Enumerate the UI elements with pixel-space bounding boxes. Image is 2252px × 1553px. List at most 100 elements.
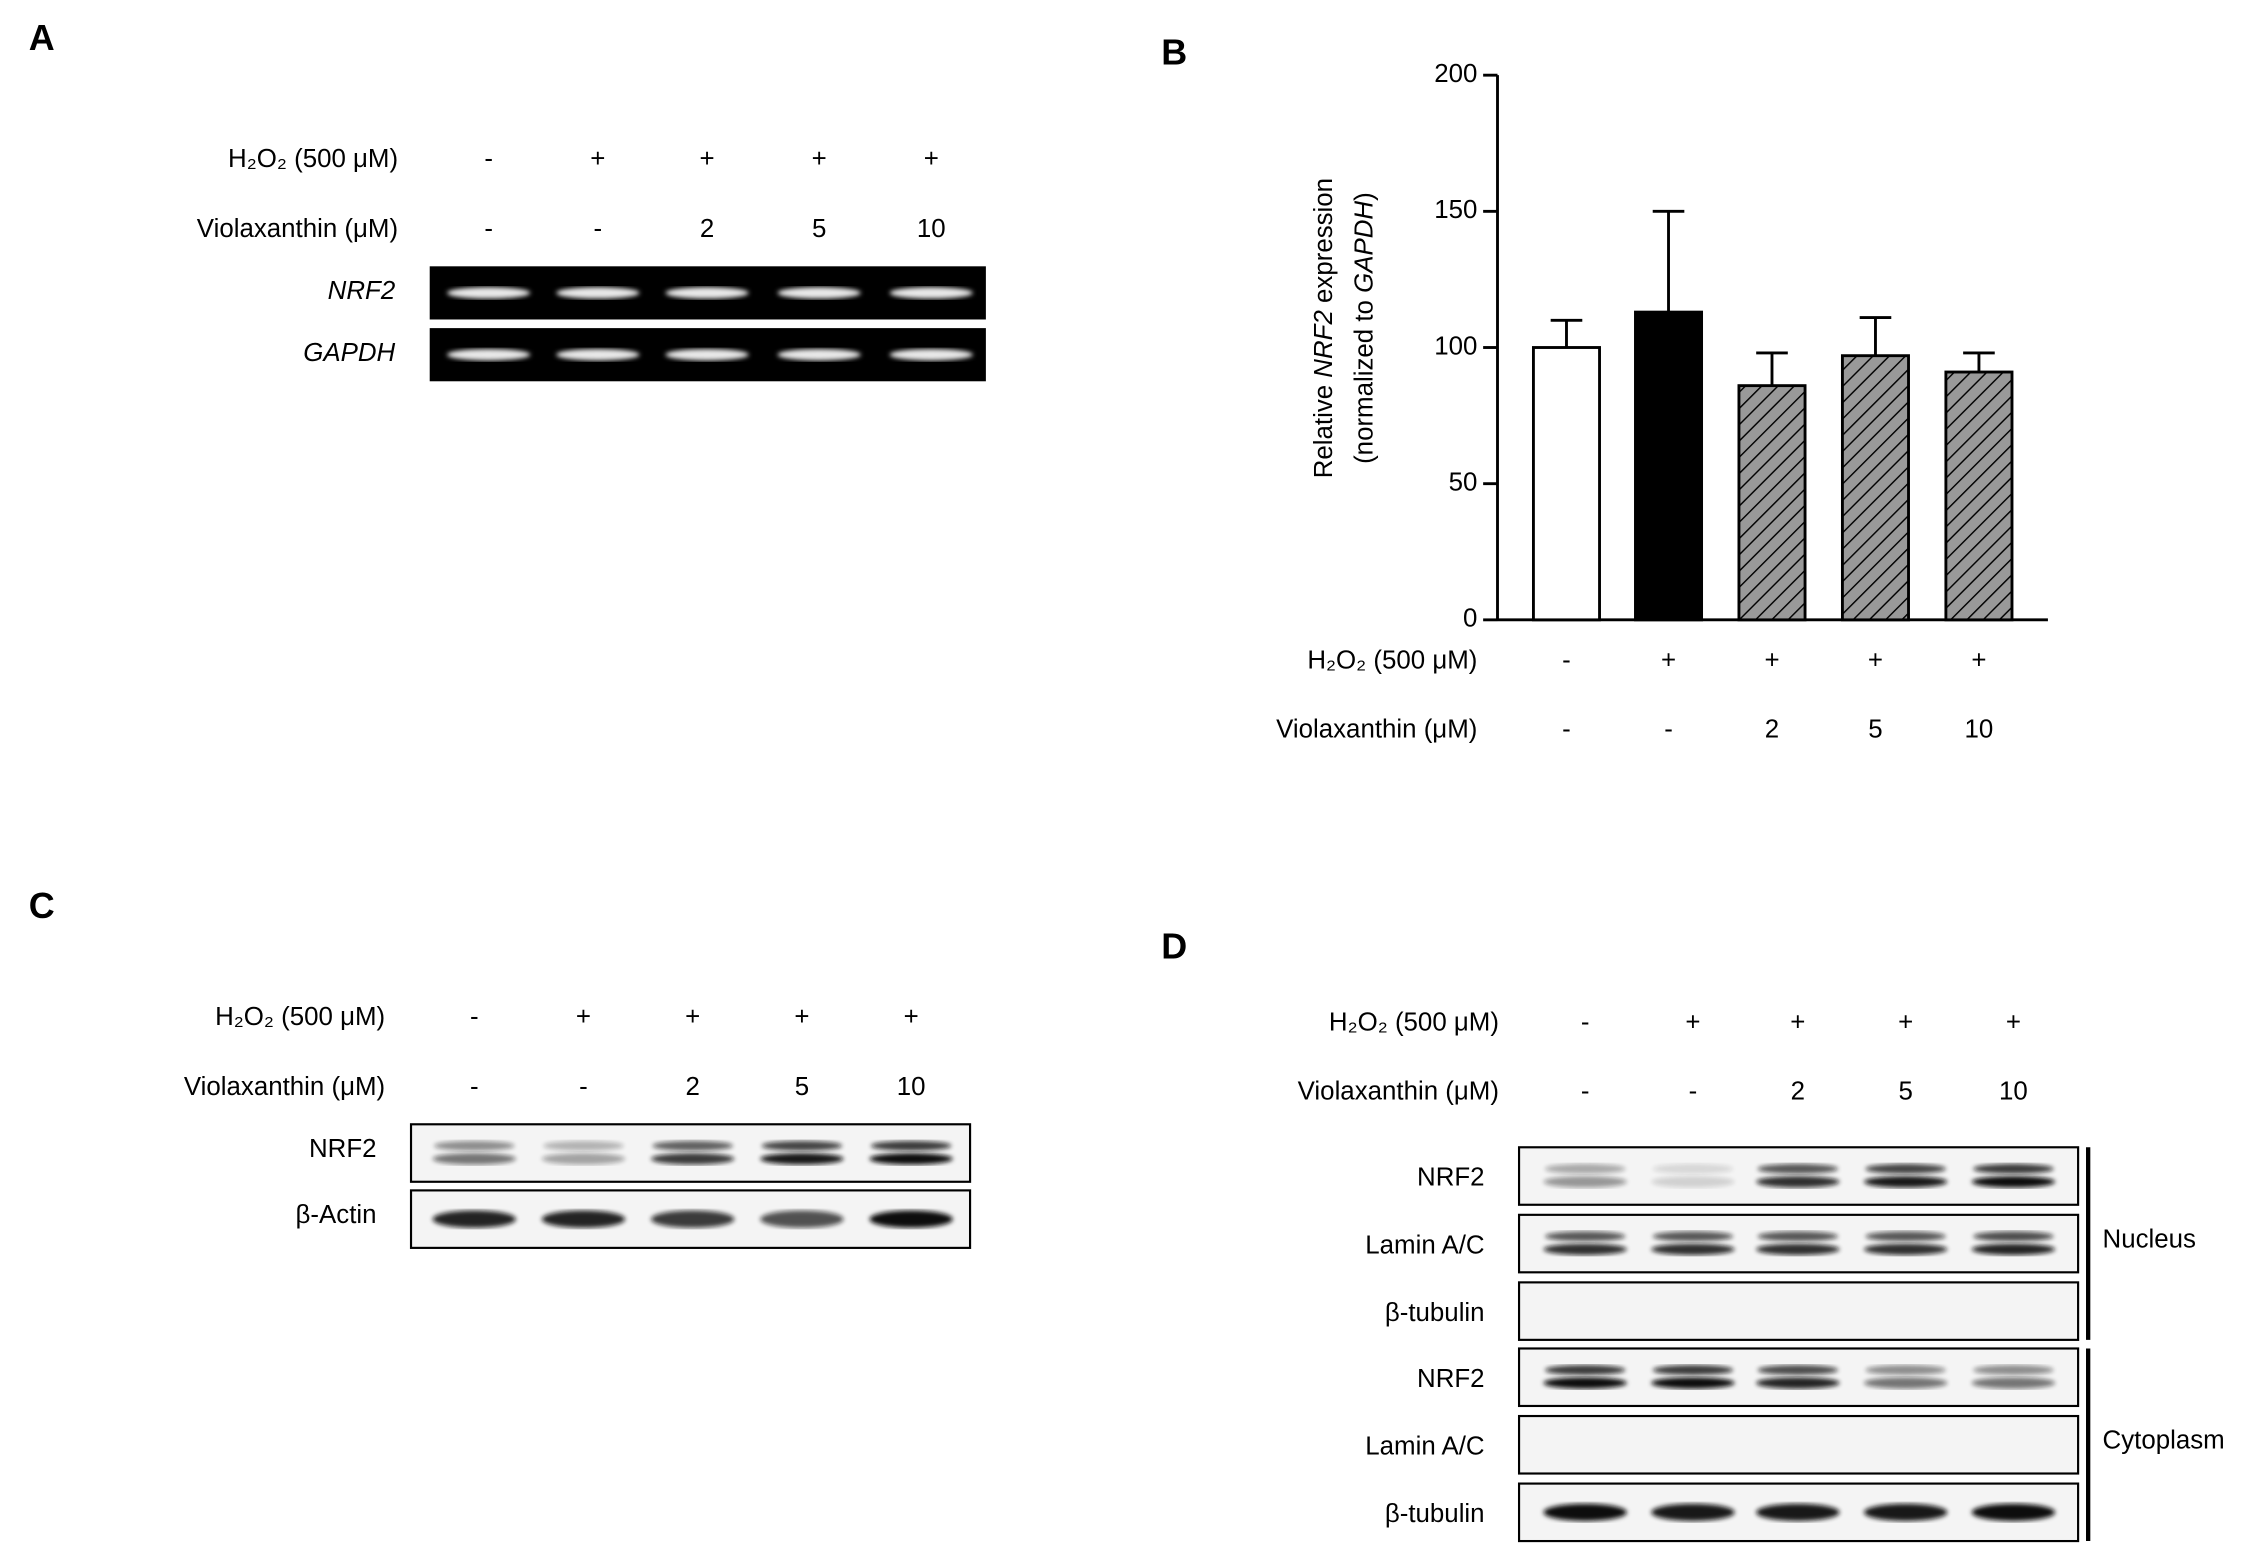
- condition-cell: +: [1971, 646, 1986, 674]
- band: [1971, 1243, 2056, 1256]
- blot: [1517, 1347, 2080, 1408]
- band: [543, 1140, 624, 1151]
- band: [1651, 1176, 1735, 1188]
- y-axis-label-part: Relative: [1310, 378, 1338, 479]
- blot-label: NRF2: [1417, 1365, 1485, 1393]
- condition-cell: 5: [812, 215, 826, 243]
- band: [1651, 1377, 1735, 1389]
- condition-cell: -: [484, 215, 493, 243]
- band: [1973, 1365, 2054, 1376]
- condition-cell: 2: [700, 215, 714, 243]
- band: [777, 287, 861, 299]
- condition-cell: +: [1661, 646, 1676, 674]
- band: [761, 1140, 843, 1151]
- band: [1544, 1163, 1626, 1174]
- band: [869, 1153, 953, 1165]
- band: [1544, 1365, 1626, 1376]
- blot: [1517, 1281, 2080, 1341]
- condition-cell: +: [1764, 646, 1779, 674]
- condition-cell: +: [576, 1003, 591, 1031]
- blot-label: Lamin A/C: [1365, 1231, 1484, 1259]
- blot-label: β-tubulin: [1385, 1299, 1485, 1327]
- band: [1865, 1365, 1946, 1376]
- condition-cell: 5: [795, 1073, 809, 1101]
- band: [446, 348, 531, 361]
- condition-cell: -: [1664, 715, 1673, 743]
- condition-cell: +: [924, 145, 939, 173]
- band: [541, 1210, 626, 1228]
- blot-label: Lamin A/C: [1365, 1432, 1484, 1460]
- band: [1756, 1176, 1840, 1188]
- condition-label: H₂O₂ (500 μM): [1329, 1009, 1499, 1037]
- band: [1544, 1231, 1626, 1242]
- fraction-label: Nucleus: [2103, 1226, 2196, 1254]
- blot-label: β-Actin: [296, 1201, 377, 1229]
- blot: [1517, 1213, 2080, 1274]
- band: [1652, 1163, 1734, 1174]
- band: [760, 1210, 844, 1228]
- condition-cell: 2: [1791, 1077, 1805, 1105]
- condition-cell: 2: [1765, 715, 1779, 743]
- band: [1756, 1503, 1840, 1521]
- bar: [1634, 310, 1704, 622]
- condition-cell: -: [470, 1003, 479, 1031]
- band: [1863, 1176, 1948, 1188]
- condition-cell: -: [579, 1073, 588, 1101]
- condition-cell: 10: [1965, 715, 1994, 743]
- band: [432, 1153, 516, 1165]
- band: [1652, 1231, 1734, 1242]
- condition-cell: -: [1562, 715, 1571, 743]
- condition-cell: +: [2006, 1009, 2021, 1037]
- band: [760, 1153, 844, 1165]
- gel-label: NRF2: [328, 277, 396, 305]
- condition-cell: +: [812, 145, 827, 173]
- y-tick-label: 100: [1434, 332, 1477, 360]
- condition-cell: +: [1685, 1009, 1700, 1037]
- fraction-label: Cytoplasm: [2103, 1427, 2225, 1455]
- blot: [409, 1123, 972, 1183]
- bar: [1531, 346, 1601, 622]
- band: [434, 1140, 515, 1151]
- band: [1543, 1503, 1627, 1521]
- condition-cell: +: [1898, 1009, 1913, 1037]
- condition-cell: +: [904, 1003, 919, 1031]
- band: [1863, 1377, 1948, 1389]
- band: [1865, 1231, 1946, 1242]
- y-axis-label: (normalized to GAPDH): [1350, 192, 1378, 464]
- y-tick-label: 150: [1434, 196, 1477, 224]
- band: [556, 287, 640, 299]
- condition-label: H₂O₂ (500 μM): [1307, 646, 1477, 674]
- y-tick-label: 0: [1463, 605, 1477, 633]
- band: [870, 1140, 952, 1151]
- band: [1651, 1243, 1735, 1256]
- y-axis-label-part: ): [1350, 192, 1378, 201]
- bar: [1840, 354, 1910, 622]
- band: [1971, 1503, 2056, 1521]
- band: [869, 1210, 953, 1228]
- condition-label: Violaxanthin (μM): [1276, 715, 1477, 743]
- y-axis-label-part: NRF2: [1310, 310, 1338, 378]
- blot: [1517, 1414, 2080, 1475]
- band: [1757, 1365, 1839, 1376]
- y-axis-label-part: (normalized to: [1350, 293, 1378, 464]
- condition-cell: +: [685, 1003, 700, 1031]
- condition-cell: -: [594, 215, 603, 243]
- condition-cell: 5: [1898, 1077, 1912, 1105]
- condition-cell: +: [700, 145, 715, 173]
- band: [1971, 1176, 2056, 1188]
- gel-label: GAPDH: [303, 339, 395, 367]
- condition-cell: -: [484, 145, 493, 173]
- band: [1971, 1377, 2056, 1389]
- band: [1652, 1365, 1734, 1376]
- condition-cell: +: [1868, 646, 1883, 674]
- band: [889, 348, 973, 361]
- condition-cell: 10: [1999, 1077, 2028, 1105]
- bar: [1737, 384, 1807, 622]
- condition-cell: +: [1790, 1009, 1805, 1037]
- condition-cell: -: [1581, 1077, 1590, 1105]
- band: [651, 1210, 735, 1228]
- condition-label: Violaxanthin (μM): [184, 1073, 385, 1101]
- condition-cell: 2: [686, 1073, 700, 1101]
